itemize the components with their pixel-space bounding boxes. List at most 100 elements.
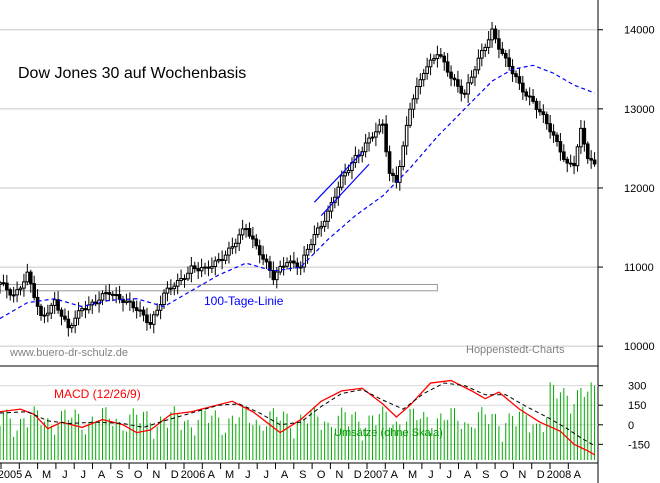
price-candle-body [213,260,218,267]
price-candle-body [169,287,173,290]
price-candle-body [247,228,252,237]
price-candle-body [490,28,494,41]
price-candle-body [326,210,330,222]
price-candle-body [408,108,412,126]
price-candle-body [32,283,36,298]
price-candle-body [534,100,539,110]
price-candle-body [401,145,406,168]
price-candle-body [83,308,88,311]
price-candle-body [514,73,518,78]
price-candle-body [384,123,388,153]
price-candle-body [73,317,77,326]
x-axis-label: J [428,469,434,481]
price-candle-body [220,258,224,261]
x-axis-label: M [408,469,417,481]
macd-axis-label: 0 [628,420,634,432]
price-candle-body [203,266,207,269]
price-candle-body [305,248,310,256]
price-candle-body [128,300,132,303]
price-candle-body [138,309,142,312]
price-axis-label: 12000 [624,183,655,195]
price-candle-body [76,310,81,319]
price-candle-body [439,54,443,57]
chart-title: Dow Jones 30 auf Wochenbasis [18,65,246,82]
price-candle-body [346,169,351,174]
price-candle-body [568,162,573,165]
price-candle-body [22,281,26,289]
price-candle-body [141,309,146,316]
price-candle-body [302,254,306,268]
moving-average-label: 100-Tage-Linie [204,294,284,308]
macd-grid [0,385,598,445]
price-candle-body [274,271,279,281]
price-candle-body [555,134,559,143]
price-candle-body [0,282,2,285]
price-candle-body [107,292,112,295]
price-candle-body [175,279,180,287]
price-candle-body [104,292,108,295]
watermark: www.buero-dr-schulz.de [9,347,128,359]
price-candle-body [449,71,453,79]
macd-line [0,379,595,456]
x-axis-label: A [98,469,106,481]
source-label: Hoppenstedt-Charts [466,344,565,356]
support-box [0,283,438,292]
price-candle-body [182,277,187,280]
macd-label: MACD (12/26/9) [54,387,141,401]
price-candle-body [531,95,535,102]
price-candle-body [254,238,259,247]
price-candle-body [59,309,64,317]
x-axis-label: D [537,469,545,481]
price-candle-body [319,225,324,229]
x-axis-label: O [134,469,143,481]
price-candle-body [524,91,529,97]
price-candle-body [18,287,23,291]
price-candle-body [148,322,153,325]
price-candle-body [521,82,525,93]
price-candle-body [551,131,556,136]
price-candle-body [145,314,149,324]
price-candle-body [261,254,265,260]
price-candle-body [66,318,71,329]
price-candle-body [538,108,542,113]
x-axis-label: N [335,469,343,481]
price-axis-label: 10000 [624,341,655,353]
price-axis: 10000 11000 12000 13000 14000 [598,25,655,353]
price-candle-body [189,265,194,274]
price-candle-body [49,304,54,314]
price-candle-body [52,299,57,306]
x-axis-label: 2008 [547,469,571,481]
price-candle-body [155,309,159,316]
price-candle-body [11,294,16,297]
x-axis-label: 2007 [364,469,388,481]
price-candle-body [425,66,429,74]
price-candle-body [572,163,576,167]
price-candle-body [223,254,228,261]
price-candle-body [456,79,460,87]
price-candle-body [227,247,231,256]
price-candle-body [278,265,283,273]
x-axis-label: D [354,469,362,481]
price-candles [0,21,597,337]
price-candle-body [466,82,470,95]
price-axis-label: 13000 [624,104,655,116]
price-candle-body [5,282,9,291]
price-candle-body [462,92,467,95]
price-candle-body [315,227,320,236]
price-candle-body [80,308,84,312]
x-axis-label: J [62,469,68,481]
price-candle-body [298,266,303,269]
volume-label: Umsätze (ohne Skala) [334,427,443,439]
price-candle-body [503,52,508,59]
price-candle-body [216,258,221,262]
price-candle-body [288,260,293,264]
price-candle-body [442,55,447,63]
price-candle-body [592,159,597,165]
price-candle-body [39,305,43,316]
price-candle-body [179,277,183,281]
price-axis-label: 14000 [624,25,655,37]
macd-axis: 300 150 0 -150 [598,381,650,451]
price-candle-body [28,271,33,285]
trend-channel-lower [320,163,370,217]
price-candle-body [230,246,235,249]
